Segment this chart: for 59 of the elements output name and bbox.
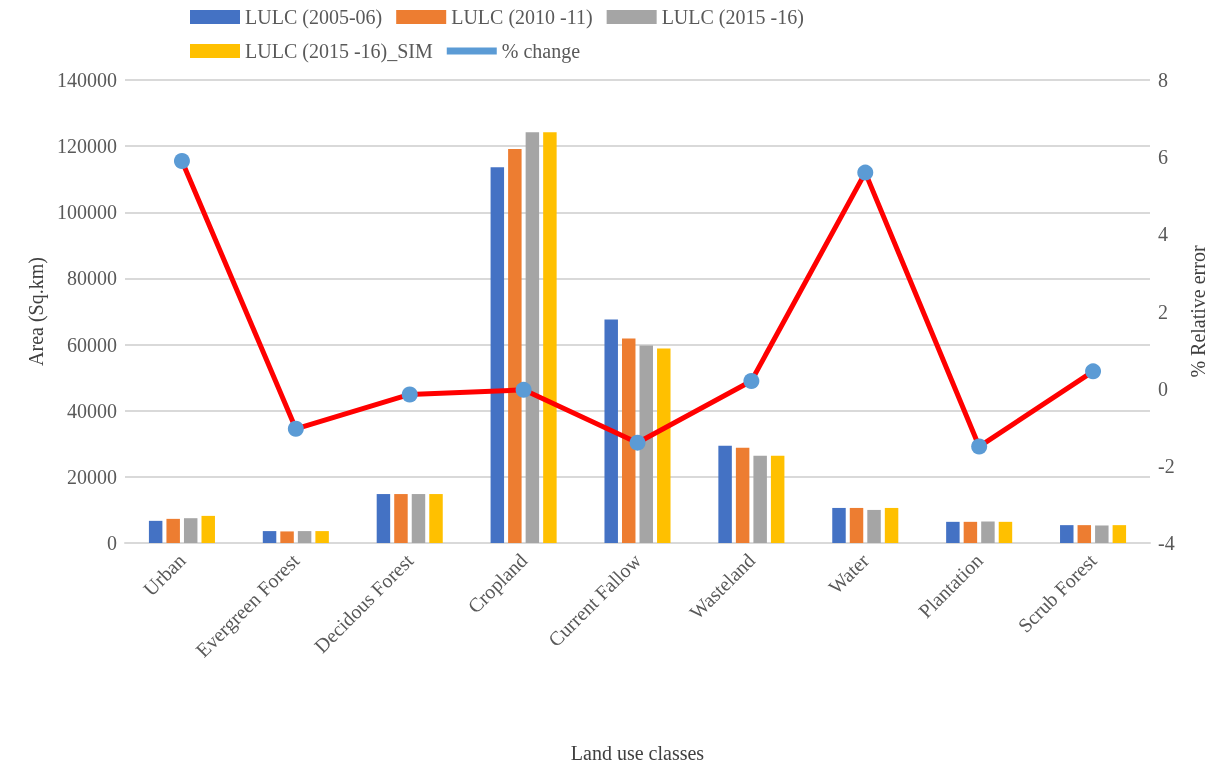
bar [297, 531, 312, 543]
y2-tick-label: -4 [1158, 532, 1175, 554]
bar [543, 132, 557, 543]
bar [376, 494, 391, 543]
bar [963, 521, 978, 543]
y-tick-label: 40000 [67, 399, 117, 422]
bar [867, 509, 881, 543]
bar [622, 338, 636, 543]
y-tick-label: 100000 [57, 201, 117, 224]
y2-tick-label: 2 [1158, 300, 1168, 323]
bar [849, 507, 864, 543]
bar [394, 494, 408, 543]
y2-tick-label: 8 [1158, 69, 1168, 91]
y-tick-label: 20000 [67, 465, 117, 488]
bar [1077, 525, 1092, 543]
y-tick-label: 120000 [57, 135, 117, 158]
y-axis-title: Area (Sq.km) [25, 257, 49, 366]
bar [280, 531, 294, 543]
bar [998, 521, 1013, 543]
bar [718, 445, 732, 543]
bar [166, 518, 180, 543]
y2-axis-title: % Relative error [1187, 245, 1209, 378]
bar [508, 149, 522, 543]
bar [1060, 525, 1074, 543]
legend-label: LULC (2015 -16) [661, 6, 804, 29]
bar [946, 521, 960, 543]
y-tick-label: 80000 [67, 267, 117, 290]
bar [429, 494, 443, 543]
bar [525, 132, 540, 543]
x-axis-title: Land use classes [570, 742, 705, 764]
bar [832, 507, 846, 543]
bar [183, 518, 198, 543]
bar [148, 520, 163, 543]
y-tick-label: 60000 [67, 333, 117, 356]
bar [657, 348, 671, 543]
bar [411, 494, 426, 543]
legend-label: LULC (2005-06) [245, 6, 383, 29]
bar [753, 455, 767, 543]
legend-label: LULC (2015 -16)_SIM [245, 40, 433, 63]
legend-label: LULC (2010 -11) [451, 6, 593, 29]
bar [490, 167, 505, 543]
bar [262, 531, 277, 543]
bar [735, 447, 750, 543]
bar [1095, 525, 1109, 543]
legend-label: % change [501, 40, 581, 63]
bar [1112, 525, 1127, 543]
bar [604, 319, 618, 543]
y2-tick-label: 4 [1158, 223, 1168, 246]
y-tick-label: 140000 [57, 69, 117, 91]
bar [315, 531, 329, 543]
bar [884, 507, 899, 543]
y2-tick-label: 6 [1158, 146, 1168, 169]
y2-tick-label: 0 [1158, 377, 1168, 400]
y-tick-label: 0 [107, 532, 117, 554]
bar [201, 515, 215, 543]
bar [770, 455, 785, 543]
bar [981, 521, 995, 543]
y2-tick-label: -2 [1158, 454, 1175, 477]
bar [639, 345, 653, 543]
